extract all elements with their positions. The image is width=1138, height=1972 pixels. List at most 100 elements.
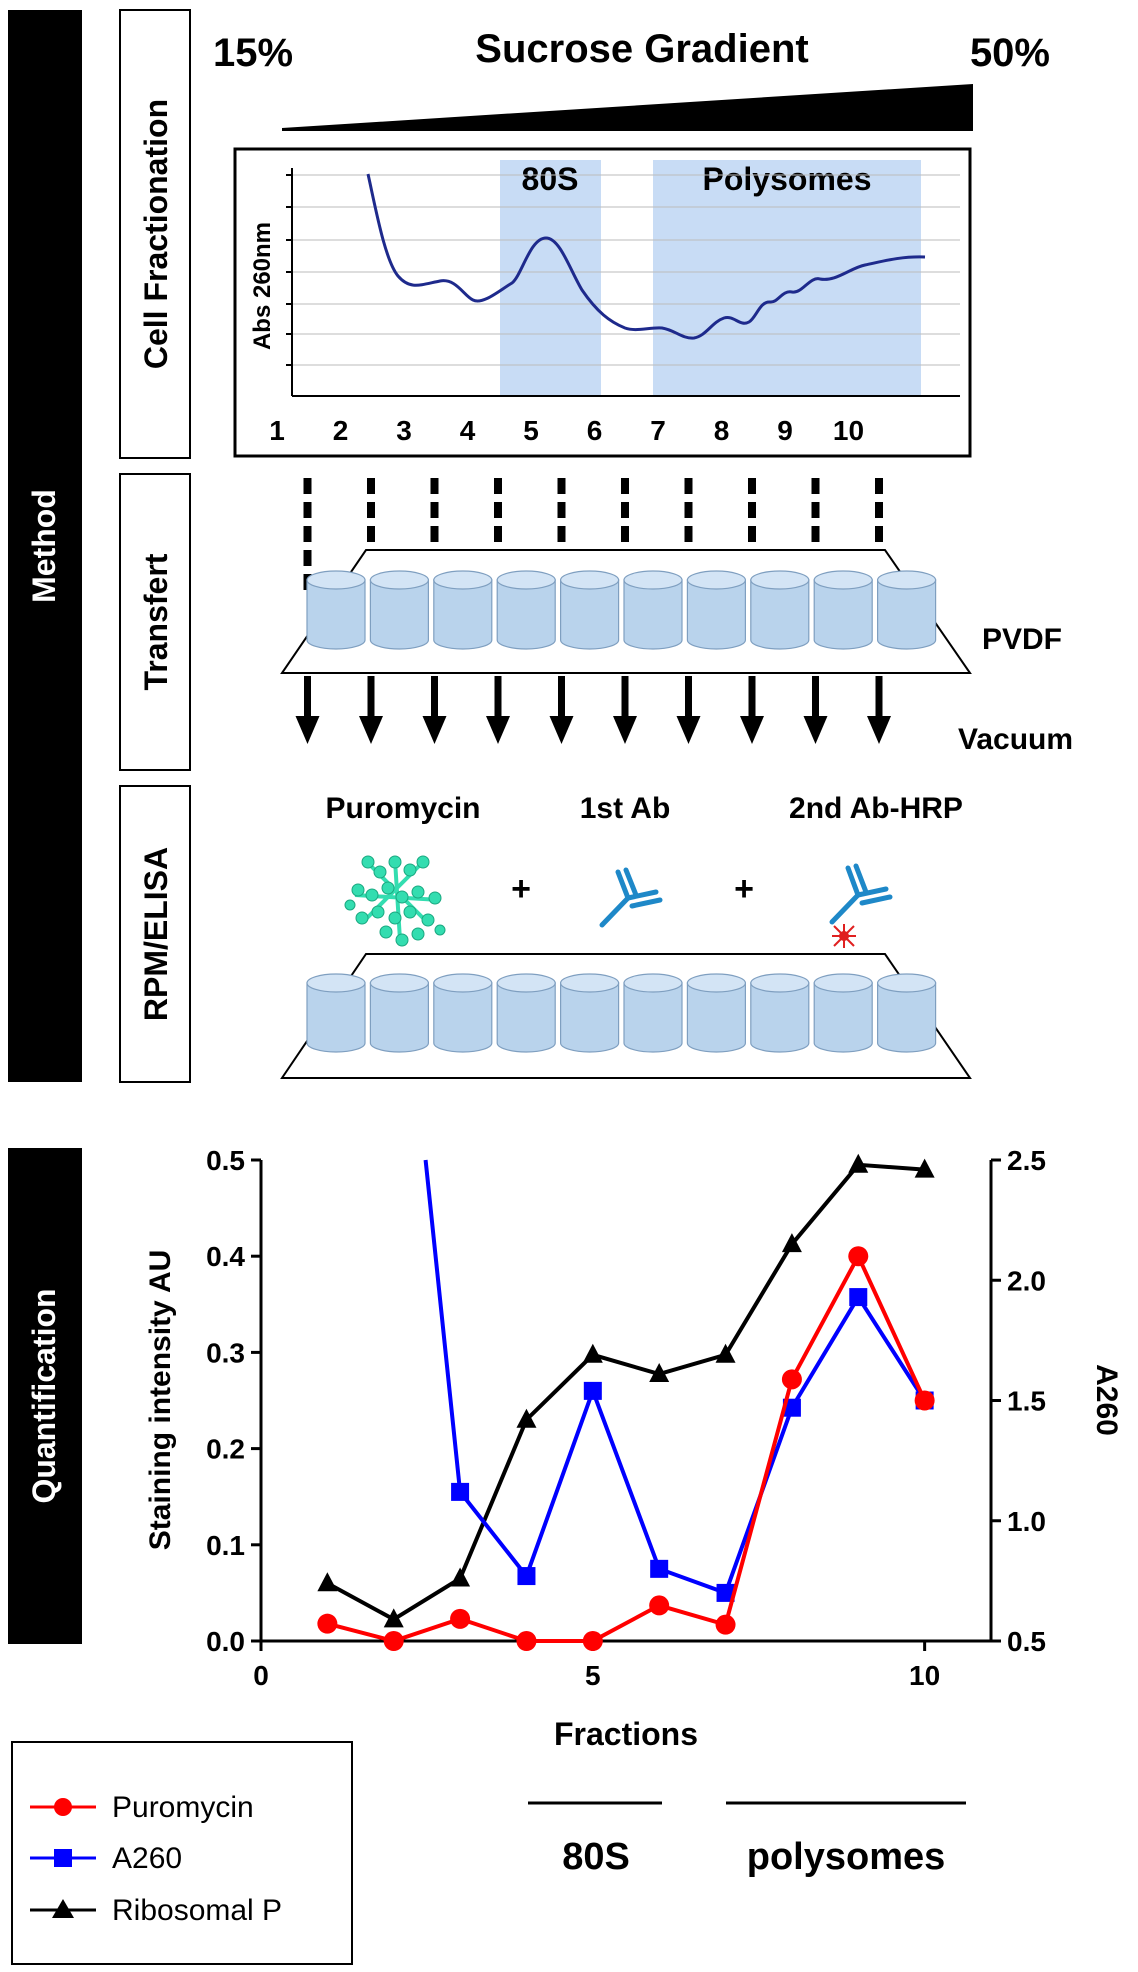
data-point [914, 1390, 935, 1411]
data-point [649, 1595, 670, 1616]
well [876, 570, 937, 650]
puromycin-molecule-icon [344, 855, 446, 947]
well [623, 570, 683, 650]
vacuum-arrow [359, 676, 383, 744]
data-point [781, 1369, 802, 1390]
x-tick-label: 0 [253, 1660, 269, 1691]
data-point [582, 1343, 603, 1363]
dashed-connectors [303, 478, 883, 590]
series-line [326, 1251, 927, 1644]
data-point [583, 1381, 602, 1400]
well [369, 570, 429, 650]
series-puromycin [317, 1246, 935, 1651]
data-point [914, 1158, 935, 1178]
band-80s-label: 80S [522, 161, 579, 197]
well [813, 973, 873, 1053]
profile-fraction-label: 7 [650, 415, 666, 446]
y-tick-label: 0.5 [206, 1145, 245, 1176]
vacuum-label: Vacuum [958, 723, 1073, 756]
plus-sign-2: + [734, 870, 754, 908]
profile-fraction-label: 4 [460, 415, 476, 446]
well [686, 973, 747, 1053]
method-label: Method [26, 489, 62, 603]
series-line [326, 1162, 925, 1622]
data-point [516, 1408, 537, 1428]
y-tick-label: 0.3 [206, 1337, 245, 1368]
data-point [849, 1288, 868, 1307]
data-point [848, 1153, 869, 1173]
transfert-label: Transfert [138, 553, 174, 690]
x-tick-label: 10 [909, 1660, 940, 1691]
vacuum-arrow [740, 676, 764, 744]
vacuum-arrow [867, 676, 891, 744]
well [306, 973, 366, 1053]
gradient-wedge [282, 84, 973, 131]
vacuum-arrows [295, 676, 891, 744]
reagent-first-ab-label: 1st Ab [580, 792, 671, 825]
well [750, 973, 810, 1053]
rpm-elisa-label: RPM/ELISA [138, 847, 174, 1021]
band-polysomes [653, 160, 921, 396]
vacuum-arrow [803, 676, 828, 744]
well [876, 973, 937, 1053]
well [433, 570, 493, 650]
data-point [317, 1613, 338, 1634]
chart-x-label: Fractions [554, 1716, 698, 1752]
data-point [516, 1631, 537, 1651]
profile-fraction-label: 5 [523, 415, 539, 446]
wells-bottom [306, 973, 937, 1053]
data-point [715, 1614, 736, 1635]
quantification-chart: 0.0 0.1 0.2 0.3 0.4 0.5 0.5 1.0 1.5 2.0 2.5 0 5 10 St… [144, 1145, 1123, 1752]
quantification-label: Quantification [26, 1288, 62, 1503]
profile-fraction-label: 8 [714, 415, 730, 446]
gradient-low-label: 15% [213, 31, 293, 75]
legend-ribosomal-p-marker [52, 1899, 74, 1918]
data-point [848, 1246, 869, 1267]
well [496, 973, 556, 1053]
vacuum-arrow [295, 676, 320, 744]
data-point [517, 1567, 536, 1586]
data-point [582, 1631, 603, 1651]
vacuum-arrow [422, 676, 447, 744]
profile-fraction-label: 9 [777, 415, 793, 446]
reagent-puromycin-label: Puromycin [325, 792, 480, 825]
data-point [450, 1608, 471, 1629]
y2-tick-label: 0.5 [1007, 1626, 1046, 1657]
data-point [649, 1363, 670, 1383]
data-point [650, 1559, 669, 1578]
y2-tick-label: 1.0 [1007, 1506, 1046, 1537]
legend-a260-label: A260 [112, 1842, 182, 1875]
vacuum-arrow [549, 676, 574, 744]
profile-y-label: Abs 260nm [249, 222, 276, 350]
wells-top [306, 570, 937, 650]
well [750, 570, 810, 650]
series-line [423, 1159, 927, 1596]
data-point [451, 1482, 470, 1501]
chart-series [317, 1153, 935, 1651]
y-tick-label: 0.4 [206, 1241, 245, 1272]
profile-y-axis [286, 168, 293, 396]
well [306, 570, 366, 650]
profile-fraction-label: 2 [333, 415, 349, 446]
profile-fraction-label: 10 [833, 415, 864, 446]
well [623, 973, 683, 1053]
absorbance-profile-line [366, 173, 926, 340]
well [686, 570, 747, 650]
data-point [715, 1343, 736, 1363]
profile-fraction-label: 3 [396, 415, 412, 446]
y2-tick-label: 2.0 [1007, 1265, 1046, 1296]
data-point [317, 1572, 338, 1592]
gradient-title: Sucrose Gradient [475, 27, 808, 71]
first-antibody-icon [599, 867, 663, 928]
legend-puromycin-label: Puromycin [112, 1791, 254, 1824]
series-ribosomal-p [317, 1153, 935, 1628]
rpm-elisa-box [119, 785, 191, 1083]
hrp-star-icon [832, 924, 856, 948]
legend-a260-marker [54, 1849, 72, 1867]
profile-fraction-label: 1 [269, 415, 285, 446]
legend-puromycin-marker [54, 1798, 72, 1816]
legend-ribosomal-p-label: Ribosomal P [112, 1894, 282, 1927]
x-tick-label: 5 [585, 1660, 601, 1691]
well [369, 973, 429, 1053]
